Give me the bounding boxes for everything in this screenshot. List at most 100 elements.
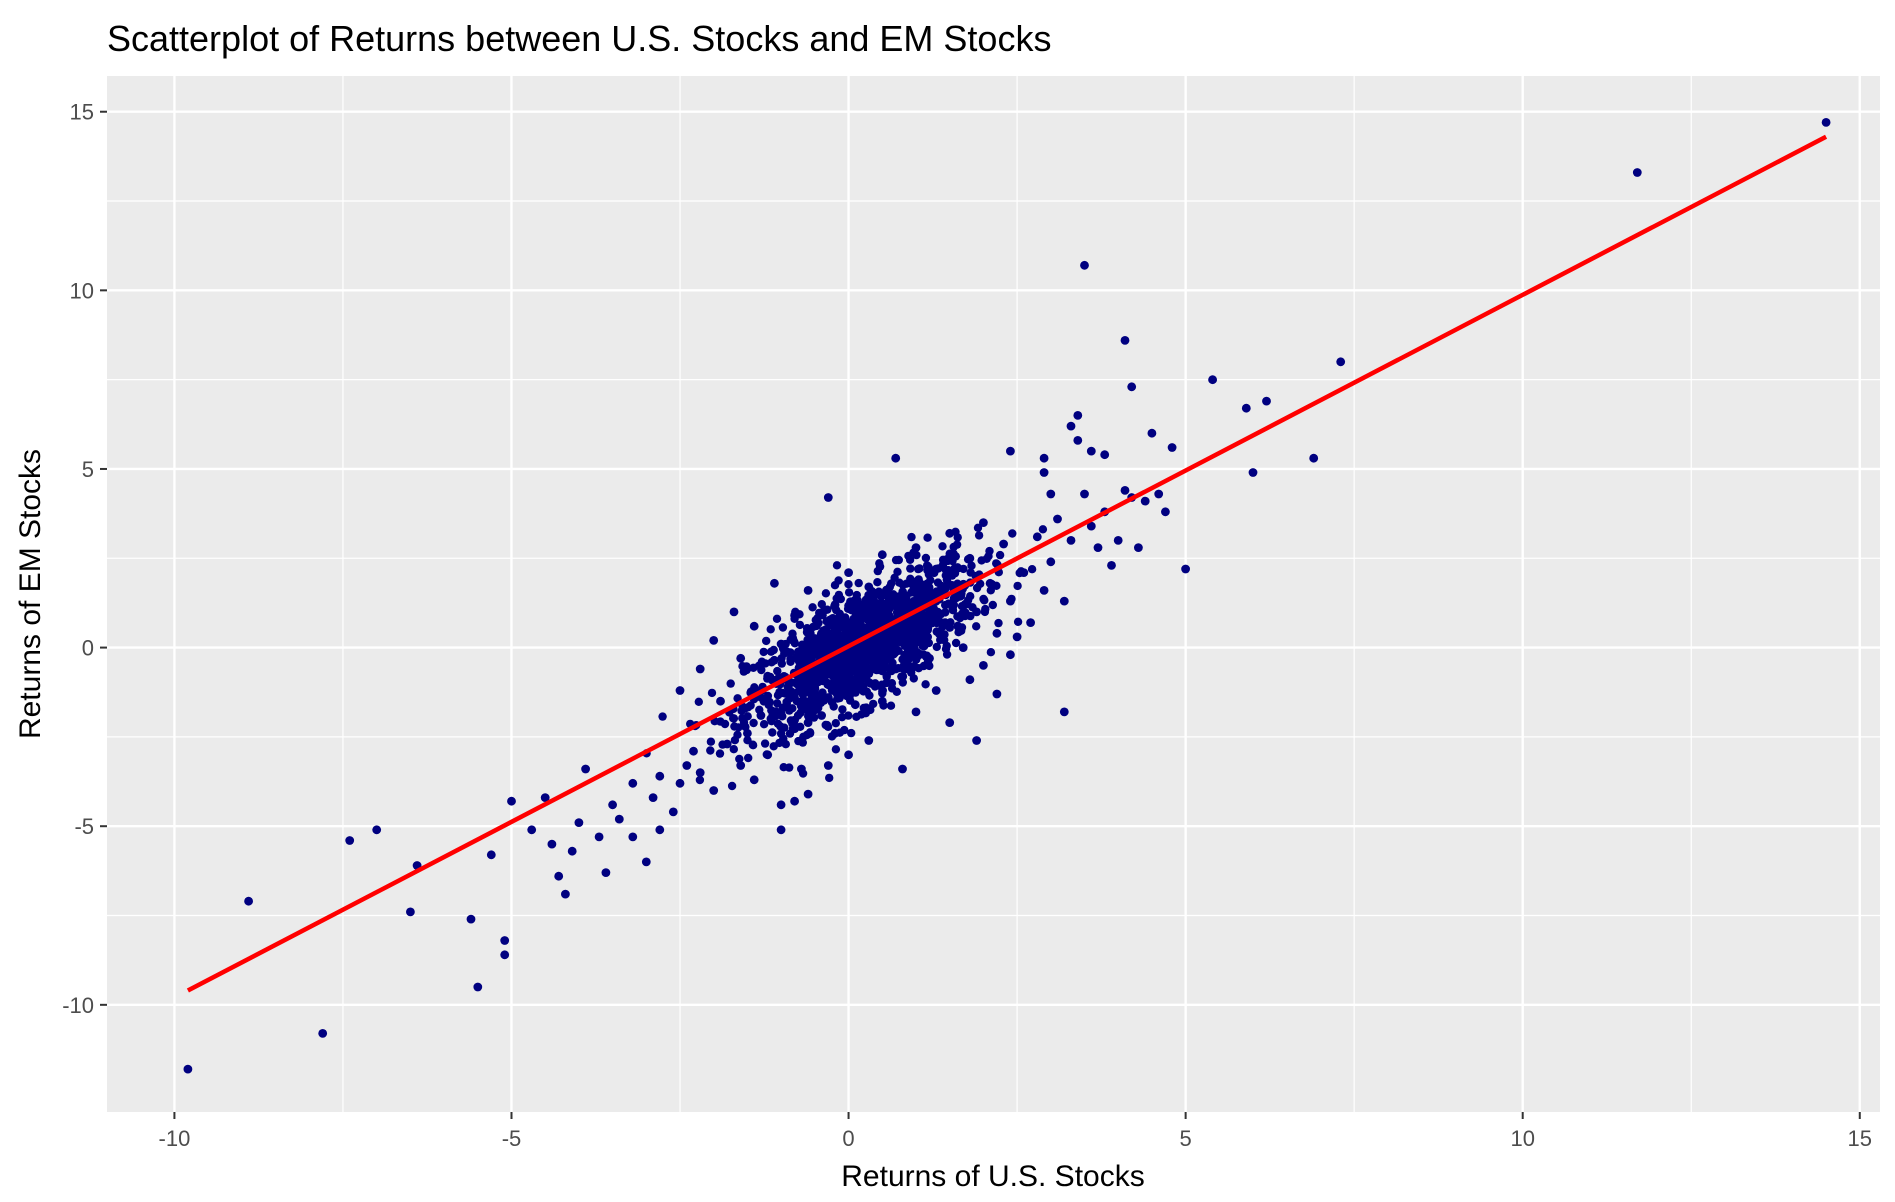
data-point <box>802 627 812 637</box>
data-point <box>1113 536 1123 545</box>
data-point <box>812 703 822 712</box>
data-point <box>829 702 838 711</box>
data-point <box>1821 118 1831 127</box>
data-point <box>927 613 937 623</box>
data-point <box>658 712 667 721</box>
data-point <box>1140 496 1150 506</box>
data-point <box>1107 561 1116 570</box>
data-point <box>986 586 995 595</box>
data-point <box>980 596 989 605</box>
data-point <box>727 781 737 791</box>
data-point <box>798 640 807 649</box>
data-point <box>891 453 901 463</box>
data-point <box>898 589 907 599</box>
data-point <box>823 635 832 645</box>
data-point <box>808 603 817 612</box>
data-point <box>729 714 738 723</box>
data-point <box>1059 707 1069 717</box>
data-point <box>733 694 742 703</box>
data-point <box>527 825 537 835</box>
data-point <box>915 618 924 627</box>
data-point <box>854 578 863 588</box>
data-point <box>862 703 871 712</box>
data-point <box>938 621 948 631</box>
data-point <box>831 719 840 728</box>
data-point <box>1032 532 1042 542</box>
data-point <box>1086 521 1096 531</box>
data-point <box>1013 581 1022 591</box>
data-point <box>850 663 859 672</box>
data-point <box>910 586 919 595</box>
data-point <box>868 609 878 618</box>
data-point <box>965 553 975 563</box>
data-point <box>823 629 833 638</box>
data-point <box>931 564 941 574</box>
data-point <box>1066 421 1076 431</box>
data-point <box>979 518 988 527</box>
data-point <box>574 818 584 827</box>
data-point <box>1008 529 1017 538</box>
data-point <box>715 749 725 758</box>
data-point <box>743 728 752 738</box>
data-point <box>749 663 758 672</box>
data-point <box>967 561 976 570</box>
data-point <box>864 582 874 592</box>
data-point <box>1167 443 1177 452</box>
data-point <box>675 778 685 788</box>
data-point <box>875 664 884 673</box>
data-point <box>823 693 833 702</box>
y-tick-label: -5 <box>74 814 94 839</box>
data-point <box>1100 450 1110 460</box>
data-point <box>1086 446 1096 456</box>
data-point <box>782 699 791 708</box>
data-point <box>921 553 931 563</box>
data-point <box>834 685 843 694</box>
data-point <box>1006 446 1015 456</box>
data-point <box>746 701 755 710</box>
data-point <box>776 639 786 649</box>
data-point <box>898 672 908 681</box>
data-point <box>912 550 921 560</box>
data-point <box>826 658 836 668</box>
data-point <box>466 914 476 924</box>
data-point <box>843 604 853 613</box>
data-point <box>952 593 961 602</box>
data-point <box>844 568 853 577</box>
data-point <box>871 646 880 656</box>
data-point <box>992 628 1002 638</box>
data-point <box>925 653 934 663</box>
data-point <box>884 611 894 620</box>
data-point <box>736 761 746 770</box>
data-point <box>773 691 783 700</box>
data-point <box>837 713 847 722</box>
data-point <box>831 745 841 754</box>
data-point <box>655 771 665 781</box>
data-point <box>743 736 752 745</box>
data-point <box>972 607 981 617</box>
data-point <box>986 648 996 657</box>
data-point <box>995 550 1005 560</box>
data-point <box>882 672 891 681</box>
data-point <box>974 531 984 540</box>
data-point <box>780 723 789 732</box>
data-point <box>994 618 1003 628</box>
data-point <box>936 609 946 619</box>
data-point <box>750 683 759 692</box>
data-point <box>345 836 355 845</box>
data-point <box>706 746 715 755</box>
data-point <box>864 736 874 745</box>
data-point <box>973 523 983 532</box>
data-point <box>772 614 782 623</box>
data-point <box>830 676 839 685</box>
data-point <box>869 596 879 605</box>
data-point <box>1039 468 1049 477</box>
data-point <box>767 658 776 667</box>
data-point <box>759 647 768 657</box>
data-point <box>726 679 735 688</box>
data-point <box>776 800 786 810</box>
data-point <box>832 633 841 642</box>
x-tick-label: 5 <box>1180 1126 1192 1151</box>
data-point <box>1046 557 1056 567</box>
data-point <box>547 839 557 849</box>
